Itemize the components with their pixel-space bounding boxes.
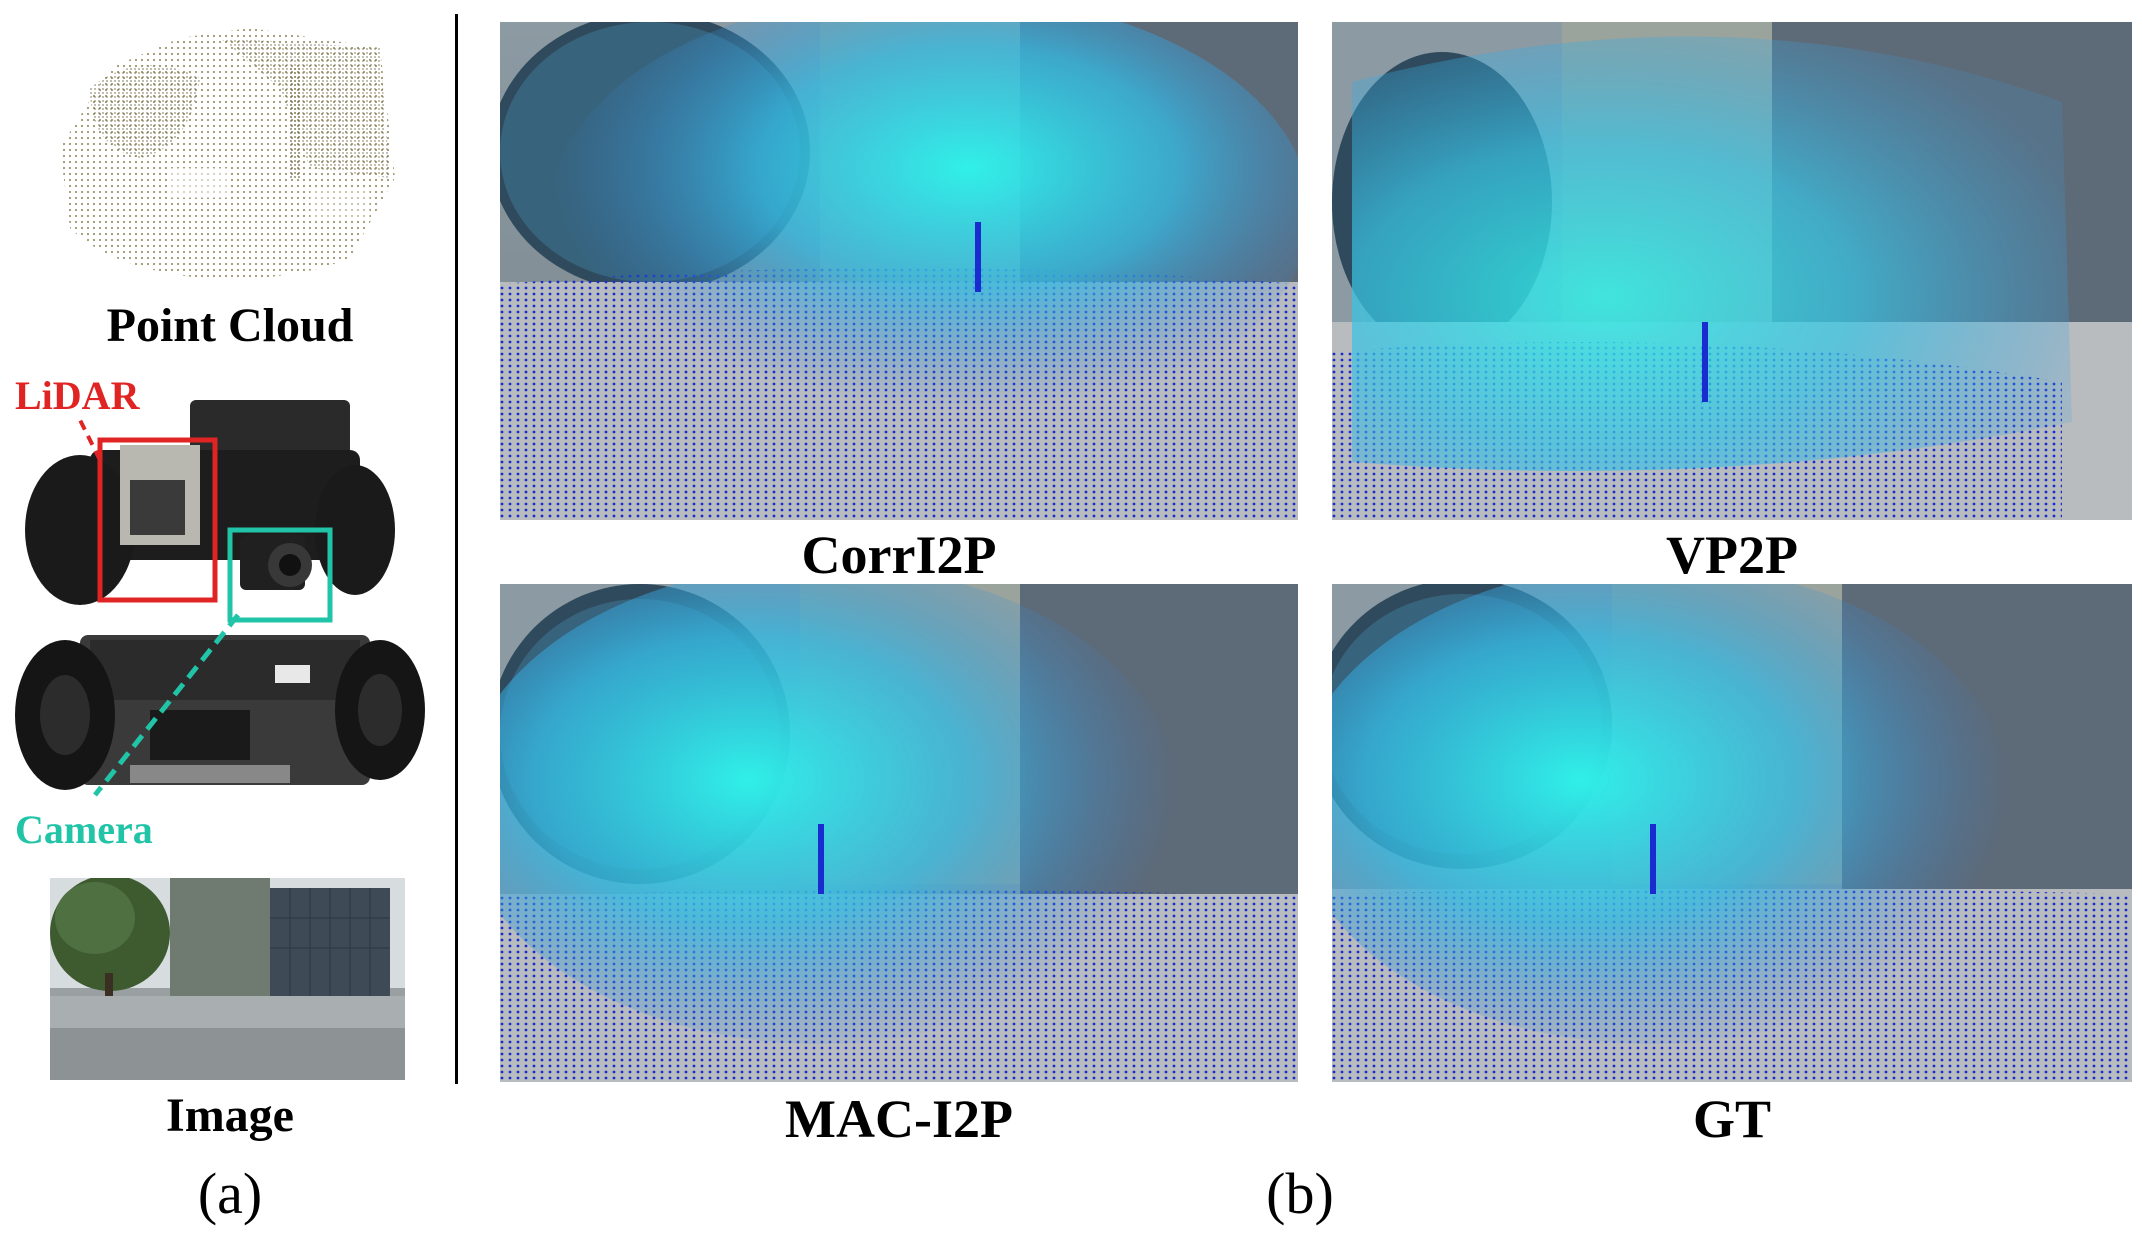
lidar-label: LiDAR <box>15 373 140 418</box>
result-image-mac-i2p <box>500 584 1298 1082</box>
method-label-corri2p: CorrI2P <box>801 525 997 585</box>
robot-photo <box>10 390 430 810</box>
camera-label: Camera <box>15 807 153 852</box>
result-image-vp2p <box>1332 22 2132 520</box>
subfigure-b-label: (b) <box>1266 1161 1334 1226</box>
subfigure-a-label: (a) <box>197 1161 263 1226</box>
image-label: Image <box>166 1089 294 1142</box>
method-label-mac-i2p: MAC-I2P <box>785 1089 1013 1149</box>
method-label-gt: GT <box>1692 1089 1772 1149</box>
panel-divider <box>455 14 458 1084</box>
point-cloud-image <box>50 28 405 288</box>
input-image <box>50 878 405 1080</box>
result-image-gt <box>1332 584 2132 1082</box>
result-image-corri2p <box>500 22 1298 520</box>
point-cloud-label: Point Cloud <box>106 299 354 352</box>
method-label-vp2p: VP2P <box>1666 525 1798 585</box>
